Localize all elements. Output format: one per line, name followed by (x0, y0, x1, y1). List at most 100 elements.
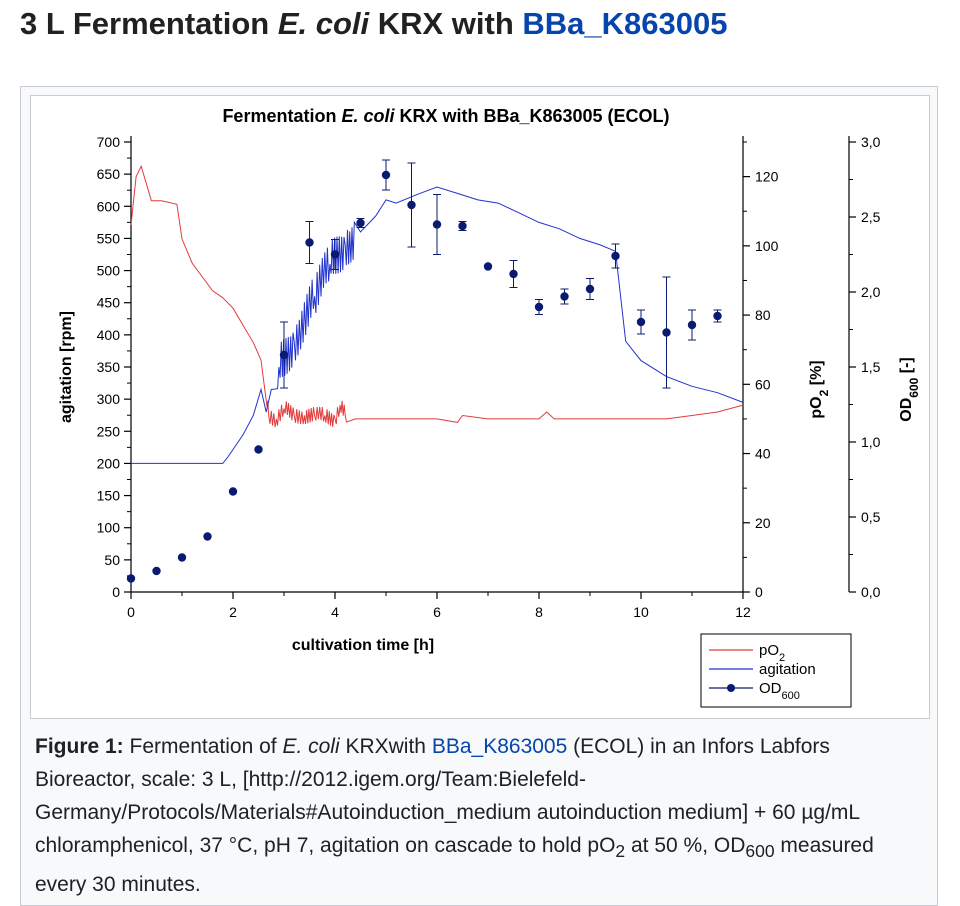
agitation-series-line (131, 186, 744, 464)
od-tick-label: 2,5 (861, 209, 881, 225)
agitation-tick-label: 550 (97, 230, 121, 246)
agitation-tick-label: 250 (97, 423, 121, 439)
od600-point (687, 320, 697, 330)
caption-part-link[interactable]: BBa_K863005 (431, 735, 568, 758)
po2-tick-label: 60 (755, 376, 771, 392)
x-tick-label: 2 (229, 604, 237, 620)
x-tick-label: 4 (331, 604, 339, 620)
legend-label-od600: OD600 (759, 680, 800, 702)
po2-tick-label: 0 (755, 584, 763, 600)
po2-tick-label: 120 (755, 169, 779, 185)
caption-organism: E. coli (282, 735, 340, 758)
chart-title: Fermentation E. coli KRX with BBa_K86300… (222, 106, 669, 126)
legend-label-main: OD (759, 680, 782, 697)
od600-point (483, 262, 493, 271)
legend-box (700, 633, 852, 708)
figure-caption: Figure 1: Fermentation of E. coli KRXwit… (35, 730, 915, 901)
x-tick-label: 6 (433, 604, 441, 620)
x-tick-label: 0 (127, 604, 135, 620)
legend-label-agitation: agitation (759, 661, 816, 678)
agitation-tick-label: 200 (97, 455, 121, 471)
od600-point (636, 317, 646, 327)
agitation-tick-label: 600 (97, 198, 121, 214)
agitation-tick-label: 150 (97, 488, 121, 504)
po2-tick-label: 100 (755, 238, 779, 254)
agitation-tick-label: 400 (97, 327, 121, 343)
od-label-main: OD (898, 398, 915, 422)
od-tick-label: 1,5 (861, 359, 881, 375)
agitation-tick-label: 450 (97, 295, 121, 311)
po2-axis-label: pO2 [%] (808, 360, 831, 418)
od-label-tail: [-] (898, 357, 915, 377)
od600-point (611, 251, 620, 261)
od600-point (177, 553, 187, 562)
od600-point (407, 200, 416, 210)
caption-sub-1: 2 (615, 841, 626, 862)
x-tick-label: 12 (735, 604, 751, 620)
po2-label-sub: 2 (817, 389, 831, 396)
title-organism: E. coli (277, 6, 370, 41)
fermentation-chart: Fermentation E. coli KRX with BBa_K86300… (58, 106, 921, 708)
od600-point (254, 445, 263, 454)
agitation-axis-label: agitation [rpm] (58, 311, 75, 423)
po2-label-main: pO (808, 396, 825, 418)
od600-point (305, 238, 314, 247)
caption-text-2: KRXwith (339, 735, 432, 758)
legend-label-sub: 2 (779, 652, 785, 664)
od-label-sub: 600 (907, 377, 921, 397)
od-tick-label: 0,5 (861, 509, 881, 525)
od600-point (152, 566, 161, 576)
od-tick-label: 2,0 (861, 284, 881, 300)
legend-label-sub: 600 (782, 690, 800, 702)
legend-marker-od600 (727, 684, 735, 692)
od600-point (381, 170, 391, 180)
legend-label-pO2: pO2 (759, 642, 785, 664)
x-tick-label: 10 (633, 604, 649, 620)
title-prefix: 3 L Fermentation (20, 6, 278, 41)
od600-point (458, 221, 467, 231)
od-tick-label: 0,0 (861, 584, 881, 600)
od-axis-label: OD600 [-] (898, 357, 921, 421)
od600-point (509, 269, 518, 279)
page-title: 3 L Fermentation E. coli KRX with BBa_K8… (20, 4, 728, 44)
po2-label-tail: [%] (808, 360, 825, 389)
caption-text-1: Fermentation of (123, 735, 283, 758)
agitation-tick-label: 300 (97, 391, 121, 407)
od-tick-label: 1,0 (861, 434, 881, 450)
chart-title-suffix: KRX with BBa_K863005 (ECOL) (394, 106, 669, 126)
agitation-tick-label: 100 (97, 520, 121, 536)
legend-label-main: agitation (759, 661, 816, 678)
caption-sub-2: 600 (745, 841, 775, 862)
caption-text-3: (ECOL) in an Infors Labfors Bioreactor, … (35, 735, 860, 857)
po2-tick-label: 80 (755, 307, 771, 323)
od600-point (279, 350, 289, 360)
po2-tick-label: 40 (755, 446, 771, 462)
od600-point (713, 311, 722, 321)
chart-title-organism: E. coli (341, 106, 395, 126)
caption-text-4: at 50 %, OD (625, 834, 746, 857)
od600-point (228, 487, 238, 496)
od600-point (330, 250, 340, 259)
agitation-tick-label: 650 (97, 166, 121, 182)
agitation-tick-label: 50 (104, 552, 120, 568)
chart-title-prefix: Fermentation (222, 106, 341, 126)
od600-point (585, 284, 595, 294)
x-tick-label: 8 (535, 604, 543, 620)
caption-label: Figure 1: (35, 735, 124, 758)
caption-text-5: measured every 30 minutes. (35, 834, 874, 897)
od600-point (432, 220, 442, 229)
x-axis-label: cultivation time [h] (292, 637, 434, 654)
od600-point (356, 218, 365, 228)
legend-label-main: pO (759, 642, 779, 659)
od600-point (126, 574, 136, 583)
title-middle: KRX with (369, 6, 523, 41)
part-link[interactable]: BBa_K863005 (522, 6, 728, 41)
agitation-tick-label: 350 (97, 359, 121, 375)
od600-point (203, 532, 212, 541)
agitation-tick-label: 500 (97, 263, 121, 279)
po2-tick-label: 20 (755, 515, 771, 531)
agitation-tick-label: 700 (97, 134, 121, 150)
od600-point (534, 302, 544, 312)
chart-panel: Fermentation E. coli KRX with BBa_K86300… (30, 95, 930, 719)
od-tick-label: 3,0 (861, 134, 881, 150)
